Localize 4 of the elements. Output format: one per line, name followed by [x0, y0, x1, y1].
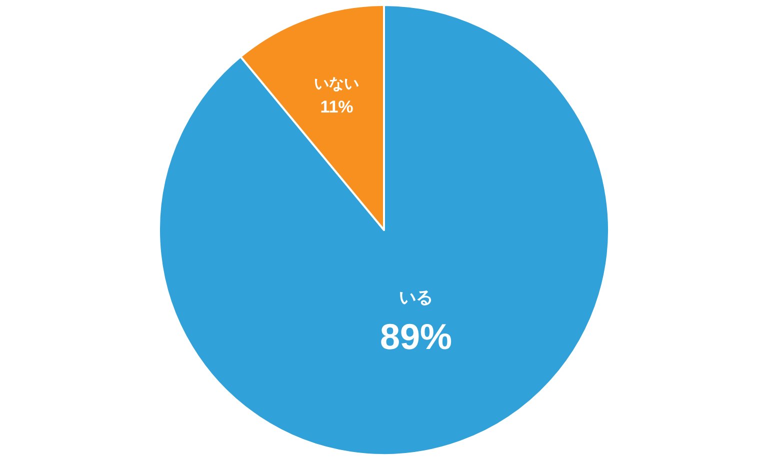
- slice-label: いる: [399, 288, 434, 308]
- slice-label: いない: [314, 74, 360, 93]
- data-label: 89%: [380, 316, 452, 357]
- data-label: 11%: [320, 98, 354, 117]
